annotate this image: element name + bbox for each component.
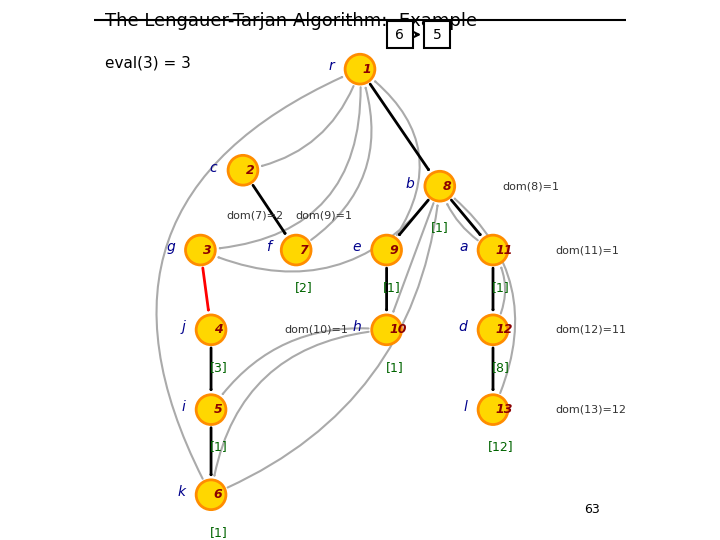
Text: dom(9)=1: dom(9)=1: [295, 211, 352, 220]
Circle shape: [372, 235, 402, 265]
Text: r: r: [329, 59, 335, 73]
Text: 7: 7: [299, 244, 307, 256]
Text: 13: 13: [495, 403, 513, 416]
Text: 3: 3: [203, 244, 212, 256]
Text: [12]: [12]: [488, 441, 514, 454]
Circle shape: [478, 395, 508, 424]
Circle shape: [425, 171, 455, 201]
FancyBboxPatch shape: [387, 21, 413, 48]
Text: a: a: [459, 240, 467, 254]
Circle shape: [372, 315, 402, 345]
Text: [1]: [1]: [431, 221, 449, 234]
Circle shape: [478, 315, 508, 345]
Text: k: k: [178, 485, 186, 499]
Circle shape: [282, 235, 311, 265]
FancyArrowPatch shape: [451, 200, 480, 235]
FancyArrowPatch shape: [222, 328, 369, 394]
Text: 4: 4: [214, 323, 222, 336]
FancyArrowPatch shape: [253, 185, 285, 233]
Text: The Lengauer-Tarjan Algorithm:  Example: The Lengauer-Tarjan Algorithm: Example: [104, 12, 477, 30]
Text: [1]: [1]: [210, 441, 228, 454]
FancyArrowPatch shape: [156, 77, 342, 479]
FancyArrowPatch shape: [215, 332, 369, 476]
Text: 6: 6: [214, 488, 222, 501]
Text: [1]: [1]: [383, 281, 401, 294]
Text: [1]: [1]: [210, 525, 228, 538]
Text: 63: 63: [584, 503, 599, 516]
Text: dom(13)=12: dom(13)=12: [556, 404, 627, 415]
Circle shape: [345, 54, 375, 84]
Text: c: c: [210, 160, 217, 174]
Circle shape: [186, 235, 215, 265]
Text: 5: 5: [214, 403, 222, 416]
Text: dom(12)=11: dom(12)=11: [556, 325, 627, 335]
Text: eval(3) = 3: eval(3) = 3: [104, 56, 191, 71]
Text: d: d: [459, 320, 467, 334]
FancyArrowPatch shape: [375, 82, 420, 235]
Text: 6: 6: [395, 28, 405, 42]
Circle shape: [196, 395, 226, 424]
Text: dom(7)=2: dom(7)=2: [226, 211, 283, 220]
Text: 1: 1: [363, 63, 372, 76]
Text: l: l: [464, 400, 467, 414]
FancyArrowPatch shape: [203, 268, 209, 310]
Text: j: j: [181, 320, 186, 334]
Text: 5: 5: [433, 28, 441, 42]
FancyArrowPatch shape: [393, 203, 433, 312]
Text: [3]: [3]: [210, 361, 228, 374]
Text: 8: 8: [443, 180, 451, 193]
FancyArrowPatch shape: [501, 268, 505, 314]
Circle shape: [478, 235, 508, 265]
Text: f: f: [266, 240, 271, 254]
FancyArrowPatch shape: [262, 86, 354, 166]
Text: [1]: [1]: [492, 281, 510, 294]
Circle shape: [196, 480, 226, 510]
Circle shape: [196, 315, 226, 345]
FancyArrowPatch shape: [400, 200, 428, 235]
FancyBboxPatch shape: [424, 21, 451, 48]
FancyArrowPatch shape: [219, 200, 428, 272]
Text: h: h: [352, 320, 361, 334]
Text: b: b: [405, 177, 414, 191]
FancyArrowPatch shape: [220, 87, 361, 248]
Text: 2: 2: [246, 164, 254, 177]
Text: [1]: [1]: [386, 361, 403, 374]
FancyArrowPatch shape: [311, 88, 372, 240]
Text: 9: 9: [390, 244, 398, 256]
Text: 11: 11: [495, 244, 513, 256]
Text: i: i: [181, 400, 186, 414]
Text: dom(11)=1: dom(11)=1: [556, 245, 620, 255]
FancyArrowPatch shape: [455, 199, 516, 393]
Text: e: e: [353, 240, 361, 254]
Text: dom(8)=1: dom(8)=1: [503, 181, 559, 191]
FancyArrowPatch shape: [370, 84, 428, 170]
FancyArrowPatch shape: [228, 206, 438, 488]
Text: g: g: [166, 240, 175, 254]
Text: 12: 12: [495, 323, 513, 336]
Circle shape: [228, 156, 258, 185]
Text: dom(10)=1: dom(10)=1: [284, 325, 348, 335]
Text: [2]: [2]: [295, 281, 313, 294]
Text: [8]: [8]: [492, 361, 510, 374]
Text: 10: 10: [390, 323, 407, 336]
FancyArrowPatch shape: [447, 204, 478, 240]
